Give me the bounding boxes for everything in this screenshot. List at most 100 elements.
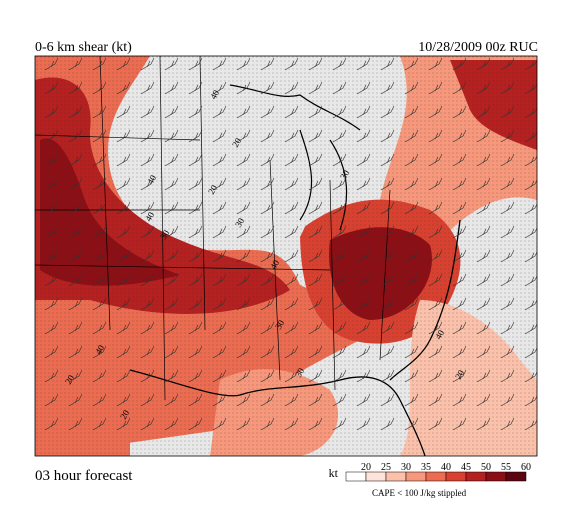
wind-barb xyxy=(356,129,371,143)
legend-level: 30 xyxy=(401,462,411,473)
wind-barb xyxy=(140,57,155,71)
wind-barb xyxy=(212,321,227,335)
wind-barb xyxy=(452,393,467,407)
wind-barb xyxy=(92,393,107,407)
wind-barb xyxy=(236,321,251,335)
wind-barb xyxy=(68,129,83,143)
wind-barb xyxy=(524,59,537,71)
wind-barb xyxy=(524,83,537,95)
wind-barb xyxy=(284,273,299,287)
wind-barb xyxy=(356,81,371,95)
wind-barb xyxy=(404,105,419,119)
wind-barb xyxy=(500,369,515,383)
wind-barb xyxy=(452,273,467,287)
wind-barb xyxy=(164,177,179,191)
wind-barb xyxy=(524,395,537,407)
wind-barb xyxy=(380,345,395,359)
wind-barb xyxy=(308,225,323,239)
wind-barb xyxy=(188,369,203,383)
wind-barb xyxy=(188,153,203,167)
wind-barb xyxy=(236,393,251,407)
wind-barb xyxy=(236,201,251,215)
wind-barb xyxy=(404,369,419,383)
wind-barb xyxy=(212,249,227,263)
legend-swatch xyxy=(445,471,467,482)
legend-swatch xyxy=(485,471,507,482)
wind-barb xyxy=(260,369,275,383)
wind-barb xyxy=(188,321,203,335)
wind-barb xyxy=(260,129,275,143)
wind-barb xyxy=(140,417,155,431)
wind-barb xyxy=(188,81,203,95)
wind-barb xyxy=(164,249,179,263)
wind-barb xyxy=(500,345,515,359)
wind-barb xyxy=(524,251,537,263)
wind-barb xyxy=(380,105,395,119)
wind-barb xyxy=(236,297,251,311)
wind-barb xyxy=(428,345,443,359)
wind-barb xyxy=(116,57,131,71)
wind-barb xyxy=(380,153,395,167)
wind-barb xyxy=(332,153,347,167)
legend-swatch xyxy=(385,471,407,482)
wind-barb xyxy=(44,105,59,119)
wind-barb xyxy=(188,249,203,263)
wind-barb xyxy=(260,201,275,215)
legend-swatch xyxy=(345,471,367,482)
wind-barb xyxy=(428,369,443,383)
wind-barb xyxy=(212,57,227,71)
wind-barb xyxy=(452,345,467,359)
wind-barb xyxy=(356,369,371,383)
wind-barb xyxy=(284,201,299,215)
wind-barb xyxy=(452,57,467,71)
wind-barb xyxy=(404,177,419,191)
wind-barb xyxy=(188,417,203,431)
wind-barb xyxy=(524,347,537,359)
wind-barb xyxy=(404,81,419,95)
wind-barb xyxy=(500,225,515,239)
legend-level: 25 xyxy=(381,462,391,473)
wind-barb xyxy=(428,177,443,191)
legend-level: 20 xyxy=(361,462,371,473)
wind-barb xyxy=(380,297,395,311)
wind-barb xyxy=(92,249,107,263)
wind-barb xyxy=(236,129,251,143)
wind-barb xyxy=(476,321,491,335)
wind-barb xyxy=(524,227,537,239)
wind-barb xyxy=(524,107,537,119)
wind-barb xyxy=(404,273,419,287)
wind-barb xyxy=(92,129,107,143)
wind-barb xyxy=(380,273,395,287)
legend-level: 45 xyxy=(461,462,471,473)
legend-swatch xyxy=(405,471,427,482)
wind-barb xyxy=(68,153,83,167)
wind-barb xyxy=(380,249,395,263)
wind-barb xyxy=(164,81,179,95)
wind-barb xyxy=(476,225,491,239)
wind-barb xyxy=(116,273,131,287)
wind-barb xyxy=(116,81,131,95)
wind-barb xyxy=(284,153,299,167)
legend-level: 60 xyxy=(521,462,531,473)
wind-barb xyxy=(92,105,107,119)
wind-barb xyxy=(380,81,395,95)
wind-barb xyxy=(236,225,251,239)
wind-barb xyxy=(188,177,203,191)
wind-barb xyxy=(92,369,107,383)
wind-barb xyxy=(260,225,275,239)
wind-barb xyxy=(188,393,203,407)
wind-barb xyxy=(380,369,395,383)
wind-barb xyxy=(404,129,419,143)
wind-barb xyxy=(404,201,419,215)
wind-barb xyxy=(164,129,179,143)
wind-barb xyxy=(140,129,155,143)
wind-barb xyxy=(332,57,347,71)
wind-barb xyxy=(164,201,179,215)
wind-barb xyxy=(452,417,467,431)
wind-barb xyxy=(188,201,203,215)
wind-barb xyxy=(164,417,179,431)
wind-barb xyxy=(92,201,107,215)
wind-barb xyxy=(116,177,131,191)
wind-barb xyxy=(476,393,491,407)
wind-barb xyxy=(332,417,347,431)
